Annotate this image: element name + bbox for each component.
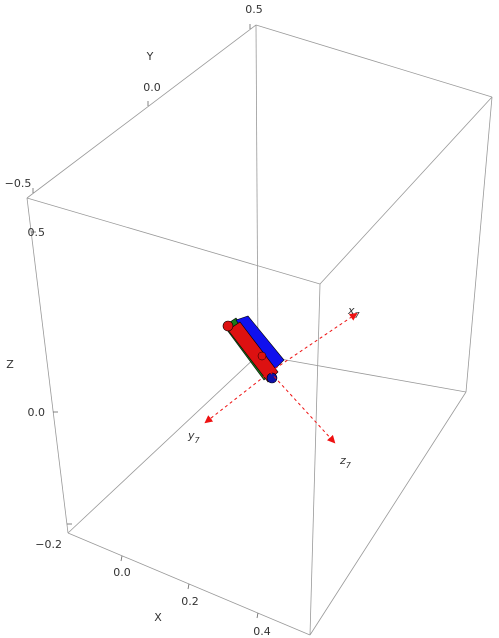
ticks xyxy=(31,24,258,618)
y-tick-label: 0.0 xyxy=(143,81,161,94)
z-tick-label: 0.5 xyxy=(28,226,46,239)
frame-z-label: z7 xyxy=(339,454,352,470)
label-sub: 7 xyxy=(355,311,361,320)
y-tick-label: −0.5 xyxy=(5,177,32,190)
frame-x-label: x7 xyxy=(347,304,361,320)
x-tick-label: 0.2 xyxy=(181,595,199,608)
z-tick-label: 0.0 xyxy=(28,406,46,419)
y-axis-label: Y xyxy=(146,50,154,63)
y-tick-label: 0.5 xyxy=(245,3,263,16)
z-axis-label: Z xyxy=(6,358,14,371)
link-body xyxy=(223,316,284,383)
frame-axes xyxy=(206,314,356,442)
x-tick-label: 0.4 xyxy=(253,625,271,638)
plot-3d: 0.5 0.0 −0.2 Z −0.5 0.0 0.5 Y 0.0 0.2 0.… xyxy=(0,0,499,638)
frame-y-label: y7 xyxy=(187,429,201,445)
x-axis-label: X xyxy=(154,611,162,624)
label-sub: 7 xyxy=(346,461,352,470)
label-sub: 7 xyxy=(195,436,201,445)
x-tick-label: 0.0 xyxy=(113,566,131,579)
z-tick-label: −0.2 xyxy=(35,538,62,551)
